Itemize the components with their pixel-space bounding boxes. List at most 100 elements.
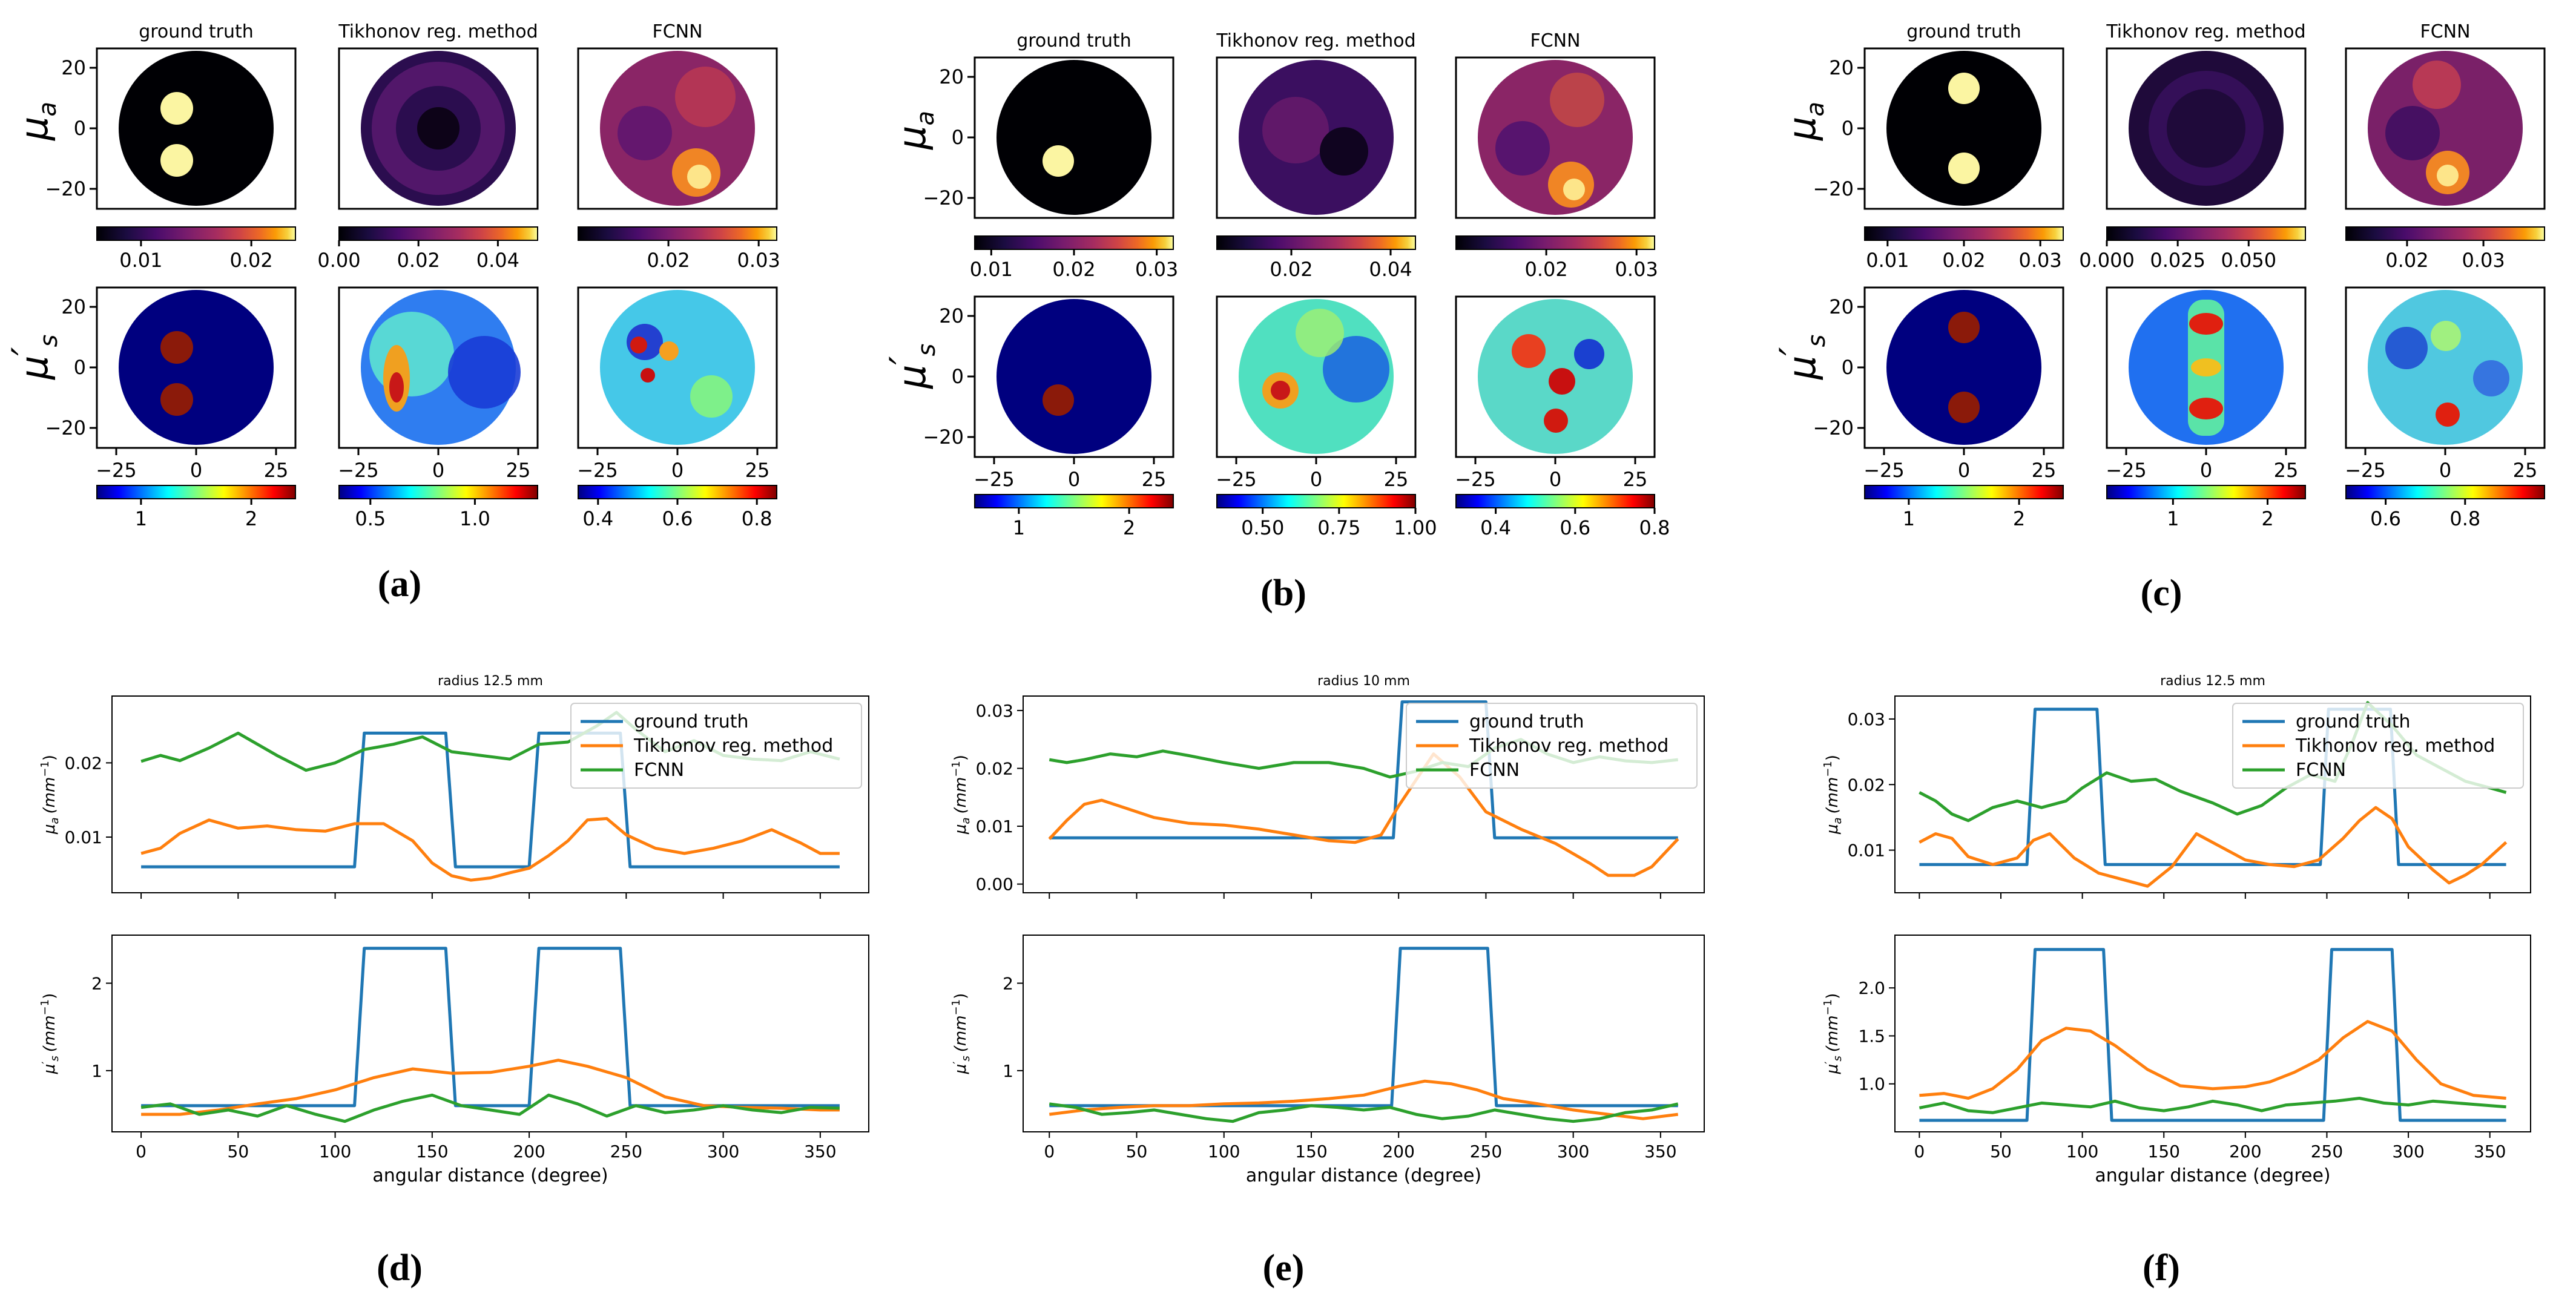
y-tick-label: 0.01	[65, 827, 102, 847]
axes-frame	[1023, 935, 1705, 1132]
blob	[675, 67, 736, 127]
blob	[1262, 97, 1329, 163]
blob	[1323, 336, 1389, 402]
x-tick-label: 25	[1623, 468, 1648, 491]
mu-subscript: s	[35, 335, 63, 347]
y-axis-label-part: (mm	[41, 1015, 59, 1052]
x-tick-label: 0	[2200, 459, 2212, 482]
domain-disc	[2368, 51, 2523, 206]
inclusion-1	[1043, 145, 1074, 177]
domain-disc	[996, 60, 1151, 215]
panel-title: Tikhonov reg. method	[338, 21, 538, 42]
y-tick-label: −20	[923, 186, 964, 209]
y-axis-label-part: μ	[952, 1064, 970, 1075]
img-b-mu-s-fcnn	[1455, 295, 1656, 458]
blob	[369, 312, 454, 396]
colorbar-tick-label: 0.01	[119, 249, 162, 272]
row-label-mu-a: μa	[890, 111, 940, 150]
colorbar-inferno	[1864, 226, 2064, 241]
hot-spot	[2189, 398, 2223, 419]
series-ground-truth-line	[1919, 948, 2506, 1122]
y-axis-label-part: )	[952, 993, 970, 999]
img-c-mu-a-fcnn	[2345, 47, 2546, 210]
panel-title: Tikhonov reg. method	[1216, 30, 1415, 51]
colorbar-tick-label: 0.03	[1135, 258, 1178, 281]
y-tick-label: −20	[1813, 416, 1854, 439]
domain-disc	[119, 51, 274, 206]
img-a-mu-a-gt	[96, 47, 297, 210]
colorbar-jet	[1216, 494, 1416, 508]
y-tick-label: 20	[61, 295, 86, 318]
mu-prime: ′	[4, 347, 48, 355]
blob	[2149, 71, 2264, 186]
colorbar-tick-label: 0.00	[317, 249, 360, 272]
img-b-mu-a-tik	[1216, 56, 1417, 219]
blob	[2413, 61, 2461, 109]
hot-blob-core	[389, 372, 404, 402]
y-tick-label: −20	[45, 416, 86, 439]
legend-label: Tikhonov reg. method	[633, 735, 833, 757]
img-c-mu-s-tik	[2106, 286, 2307, 449]
y-tick-label: 20	[61, 56, 86, 79]
y-axis-label-part: −1	[1822, 761, 1834, 777]
colorbar-tick-label: 0.02	[229, 249, 272, 272]
y-axis-label-part: a	[1831, 817, 1844, 824]
colorbar-jet	[974, 494, 1174, 508]
x-tick-label: 0	[671, 459, 684, 482]
x-tick-label: 0	[2439, 459, 2451, 482]
y-tick-label: 1	[1003, 1061, 1013, 1081]
x-tick-label: 150	[416, 1142, 448, 1162]
y-axis-label-part: −1	[1822, 999, 1834, 1016]
legend-label: Tikhonov reg. method	[1469, 735, 1668, 757]
x-tick-label: 25	[264, 459, 289, 482]
colorbar-tick-label: 2	[2261, 507, 2273, 530]
y-tick-label: 20	[939, 65, 964, 88]
warm-spot	[2191, 358, 2221, 376]
x-tick-label: 350	[1644, 1142, 1676, 1162]
img-b-mu-a-fcnn	[1455, 56, 1656, 219]
y-axis-label-part: μ	[41, 1064, 59, 1075]
colorbar-tick-label: 0.02	[1052, 258, 1095, 281]
y-tick-label: 0	[74, 356, 86, 379]
x-tick-label: −25	[1863, 459, 1905, 482]
x-tick-label: 0	[136, 1142, 147, 1162]
row-label-mu-s: μ′s	[881, 344, 941, 389]
panel-title: FCNN	[652, 21, 702, 42]
inclusion-2	[1948, 392, 1980, 423]
y-tick-label: 2	[1003, 973, 1013, 993]
panel-title: FCNN	[2420, 21, 2470, 42]
y-axis-label: μ′s (mm−1)	[1822, 993, 1844, 1075]
colorbar-tick-label: 1	[1903, 507, 1915, 530]
y-axis-label-part: a	[960, 817, 972, 824]
axes-bottom: 1.0 1.5 2.0 0 50 100 150 200 250 300 350 μ′s (mm−1)	[1822, 935, 2531, 1162]
y-axis-label-part: s	[1831, 1056, 1844, 1061]
legend-label: FCNN	[1469, 760, 1520, 781]
inclusion-1	[1948, 73, 1980, 104]
axes-frame	[111, 695, 869, 893]
domain-disc	[1886, 290, 2041, 445]
mu-symbol: μ	[890, 365, 934, 389]
mu-prime: ′	[1771, 347, 1816, 355]
colorbar-inferno	[1455, 235, 1655, 250]
y-tick-label: 0	[74, 117, 86, 140]
colorbar-tick-label: 0.02	[647, 249, 690, 272]
y-axis-label: μa (mm−1)	[950, 755, 972, 835]
y-axis-label-part: −1	[950, 999, 963, 1016]
colorbar-tick-label: 0.03	[1615, 258, 1658, 281]
x-tick-label: −25	[338, 459, 379, 482]
x-tick-label: 25	[2032, 459, 2057, 482]
y-axis-label-part: (mm	[1823, 1015, 1842, 1052]
y-tick-label: 20	[1829, 56, 1854, 79]
legend: ground truth Tikhonov reg. method FCNN	[2232, 703, 2524, 789]
row-label-mu-s: μ′s	[4, 335, 63, 380]
series-tikhonov-line	[1919, 1020, 2506, 1100]
colorbar-jet	[1455, 494, 1655, 508]
series-fcnn-line	[140, 1093, 840, 1123]
y-axis-label-part: μ	[952, 824, 970, 835]
blob	[618, 106, 672, 160]
inclusion-2	[160, 383, 193, 416]
colorbar-tick-label: 0.6	[2370, 507, 2401, 530]
mu-subscript: a	[1802, 102, 1830, 117]
y-axis-label-part: (mm	[1823, 777, 1842, 814]
colorbar-tick-label: 0.02	[1524, 258, 1567, 281]
